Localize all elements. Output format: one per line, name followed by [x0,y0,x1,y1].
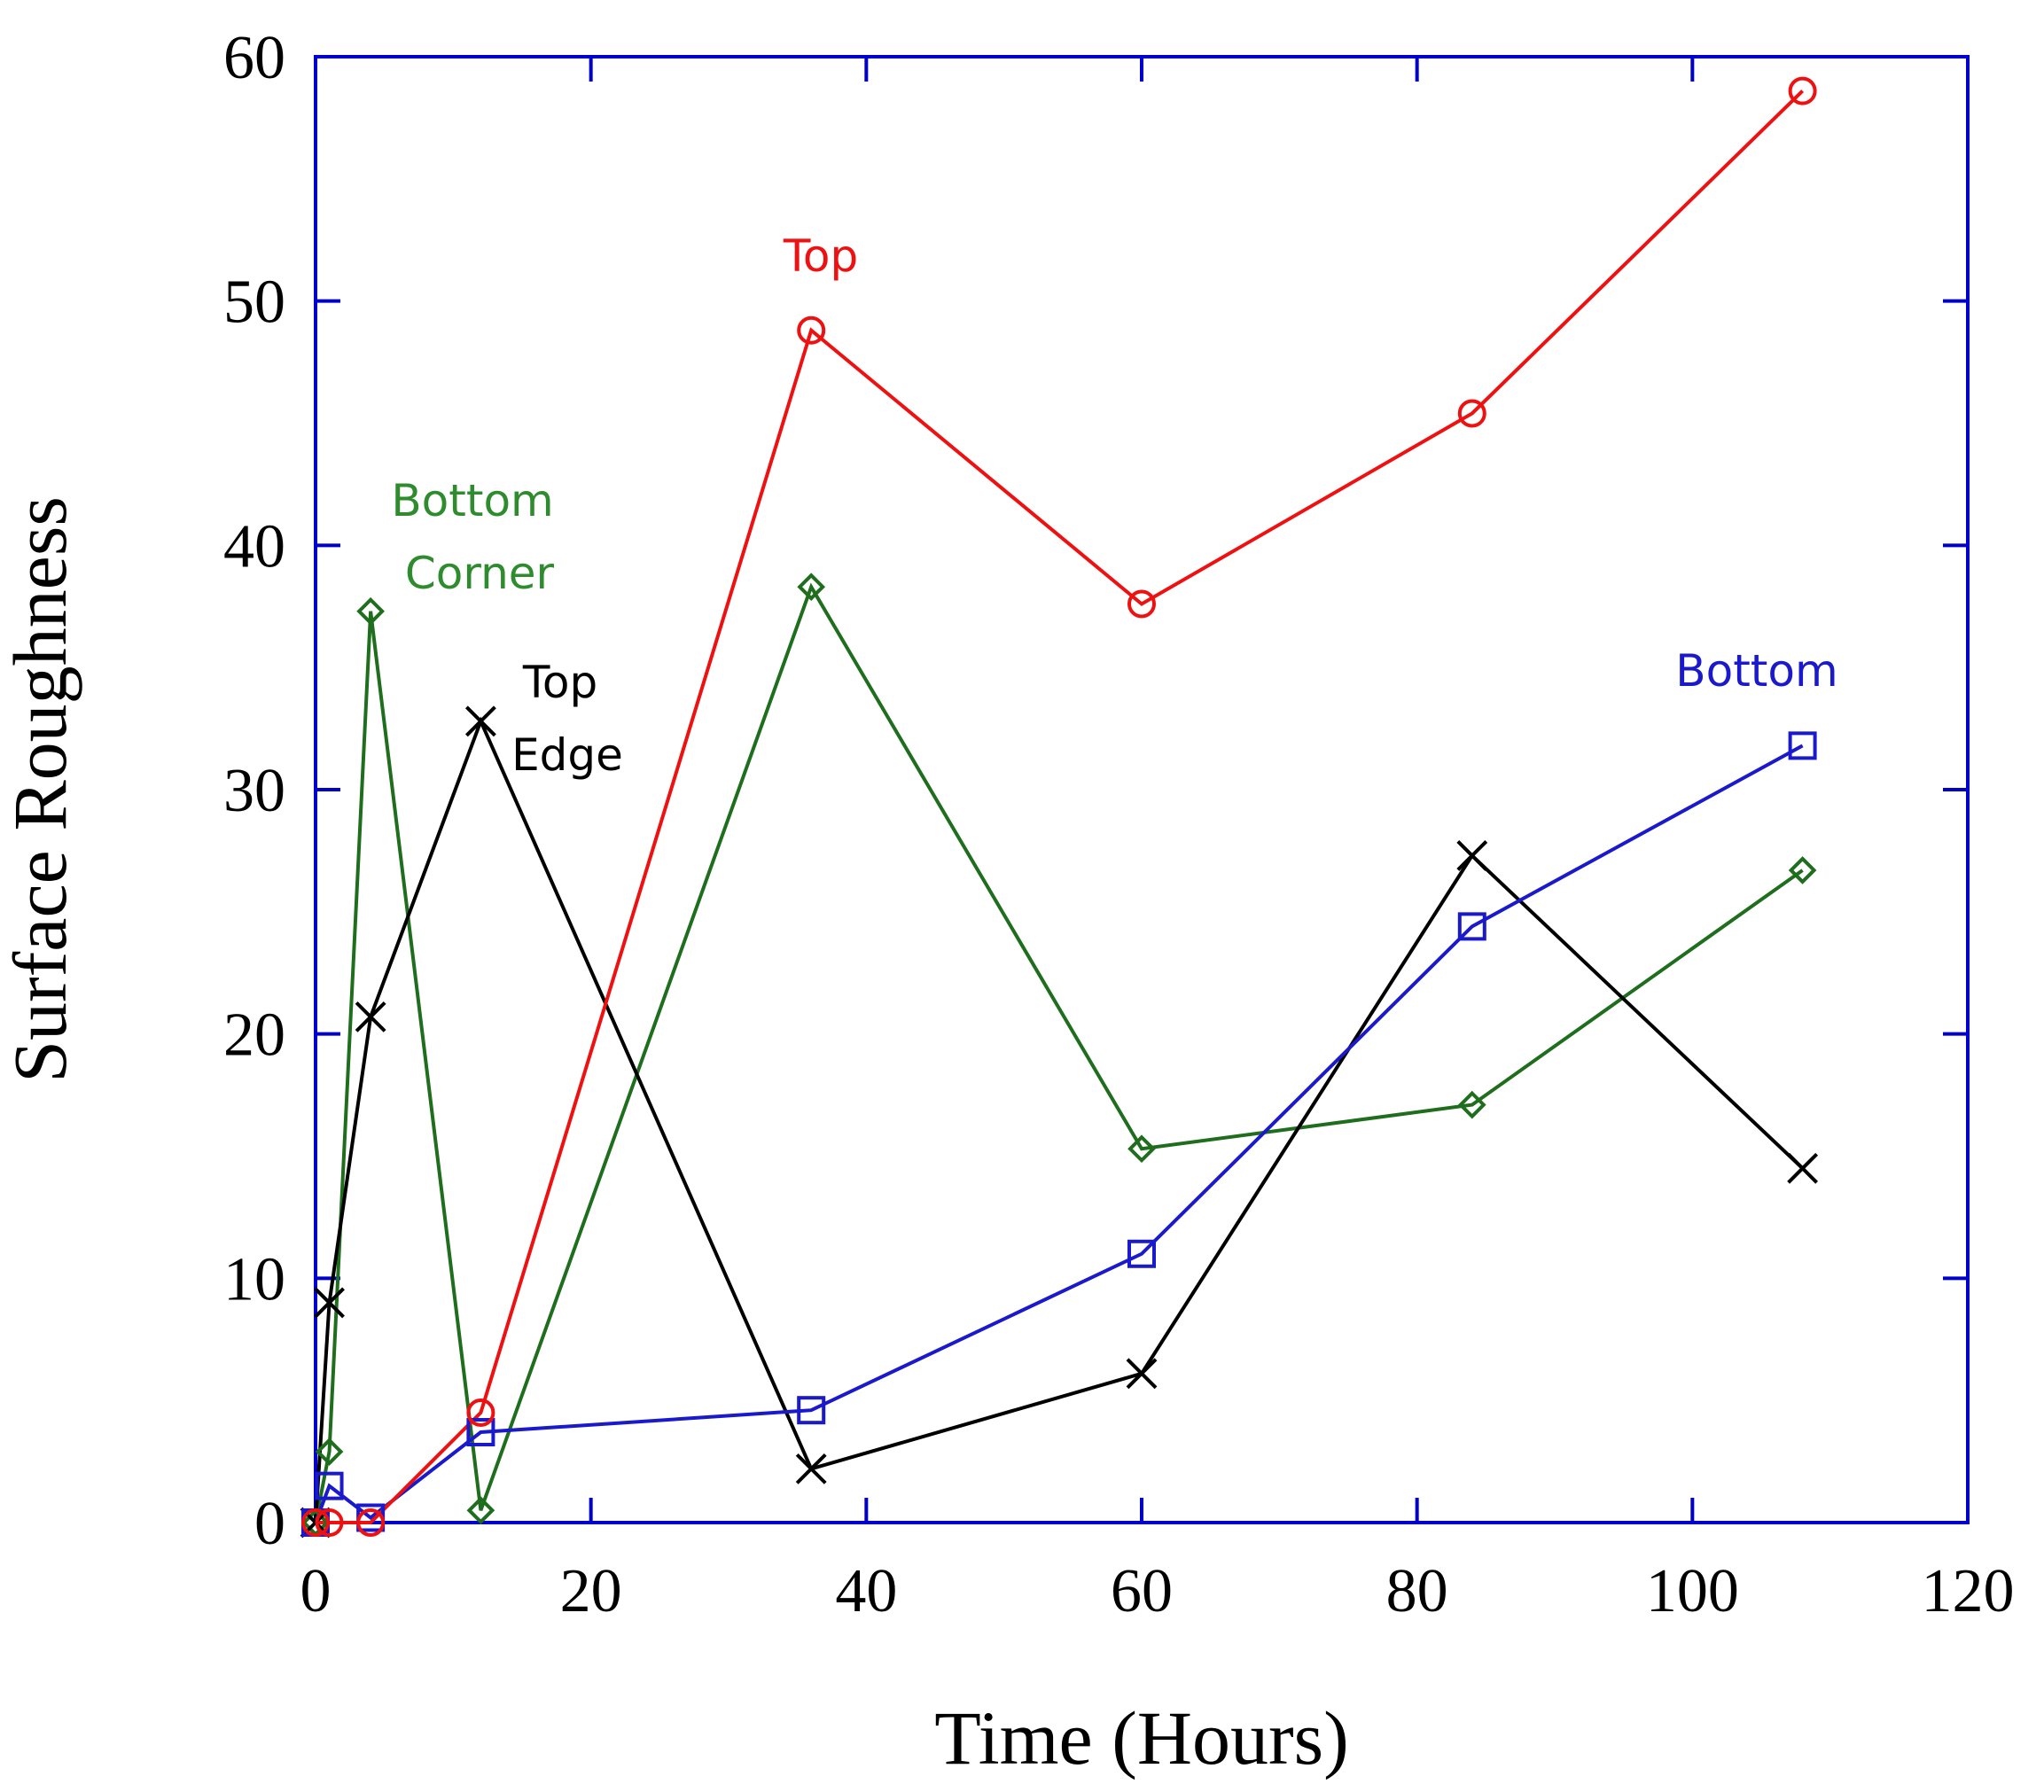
data-point-top [1457,399,1486,428]
data-point-top [356,1508,386,1537]
data-point-top [1127,589,1156,619]
series-lines [314,90,1804,1524]
data-point-bottom-corner [797,573,826,602]
data-point-top-edge [314,1287,345,1319]
data-point-top-edge [1126,1358,1158,1390]
annotation-top-edge-line1: Top [522,657,597,708]
data-point-top [797,316,826,345]
y-tick-label: 30 [223,757,285,825]
data-point-top-edge [464,705,496,737]
data-point-top-edge [355,1001,386,1032]
annotation-top: Top [783,230,858,282]
data-point-top [301,1508,330,1537]
annotation-top-edge: Top Edge [511,657,623,781]
data-point-bottom [1457,912,1486,941]
x-axis-title: Time (Hours) [934,1695,1348,1780]
annotation-top-line1: Top [783,230,858,282]
annotation-bottom-corner-line2: Corner [405,548,555,599]
data-point-top-edge [1456,840,1488,871]
data-point-bottom-corner [356,596,385,626]
x-tick-label: 20 [560,1557,622,1625]
data-point-bottom-corner [315,1437,344,1466]
series-line-bottom [314,744,1804,1523]
annotation-bottom: Bottom [1675,645,1837,697]
series-markers [300,76,1819,1539]
data-point-bottom-corner [1788,856,1817,884]
data-point-bottom [466,1418,495,1447]
data-point-bottom-corner [1457,1090,1486,1119]
x-tick-label: 80 [1386,1557,1448,1625]
y-tick-label: 0 [254,1490,285,1558]
data-point-top [1788,76,1817,105]
x-tick-label: 40 [835,1557,897,1625]
y-tick-label: 20 [223,1001,285,1070]
annotation-top-edge-line2: Edge [511,729,623,781]
data-point-top-edge [795,1453,827,1484]
y-tick-label: 60 [223,24,285,92]
data-point-bottom [797,1396,826,1425]
series-line-top-edge [314,716,1804,1523]
x-tick-label: 60 [1111,1557,1173,1625]
axis-ticks [314,55,1970,1524]
y-axis-title: Surface Roughness [0,496,82,1083]
y-tick-label: 10 [223,1245,285,1313]
data-point-bottom-corner [1127,1134,1156,1164]
data-point-bottom [1127,1239,1156,1268]
y-tick-label: 40 [223,512,285,580]
annotation-bottom-line1: Bottom [1675,645,1837,697]
y-tick-label: 50 [223,269,285,337]
series-line-bottom-corner [314,582,1804,1523]
x-tick-label: 120 [1922,1557,2015,1625]
x-tick-label: 100 [1646,1557,1739,1625]
x-tick-labels: 0 20 40 60 80 100 120 [300,1557,2015,1625]
data-point-top-edge [1787,1152,1819,1184]
y-tick-labels: 0 10 20 30 40 50 60 [223,24,285,1558]
data-point-bottom [1788,731,1817,760]
data-point-top [466,1398,495,1427]
annotation-bottom-corner-line1: Bottom [391,475,553,526]
annotation-bottom-corner: Bottom Corner [391,475,567,599]
data-point-top [315,1508,344,1537]
x-tick-label: 0 [300,1557,332,1625]
data-point-bottom [315,1471,344,1500]
series-line-top [316,90,1804,1524]
data-point-bottom-corner [466,1496,495,1525]
